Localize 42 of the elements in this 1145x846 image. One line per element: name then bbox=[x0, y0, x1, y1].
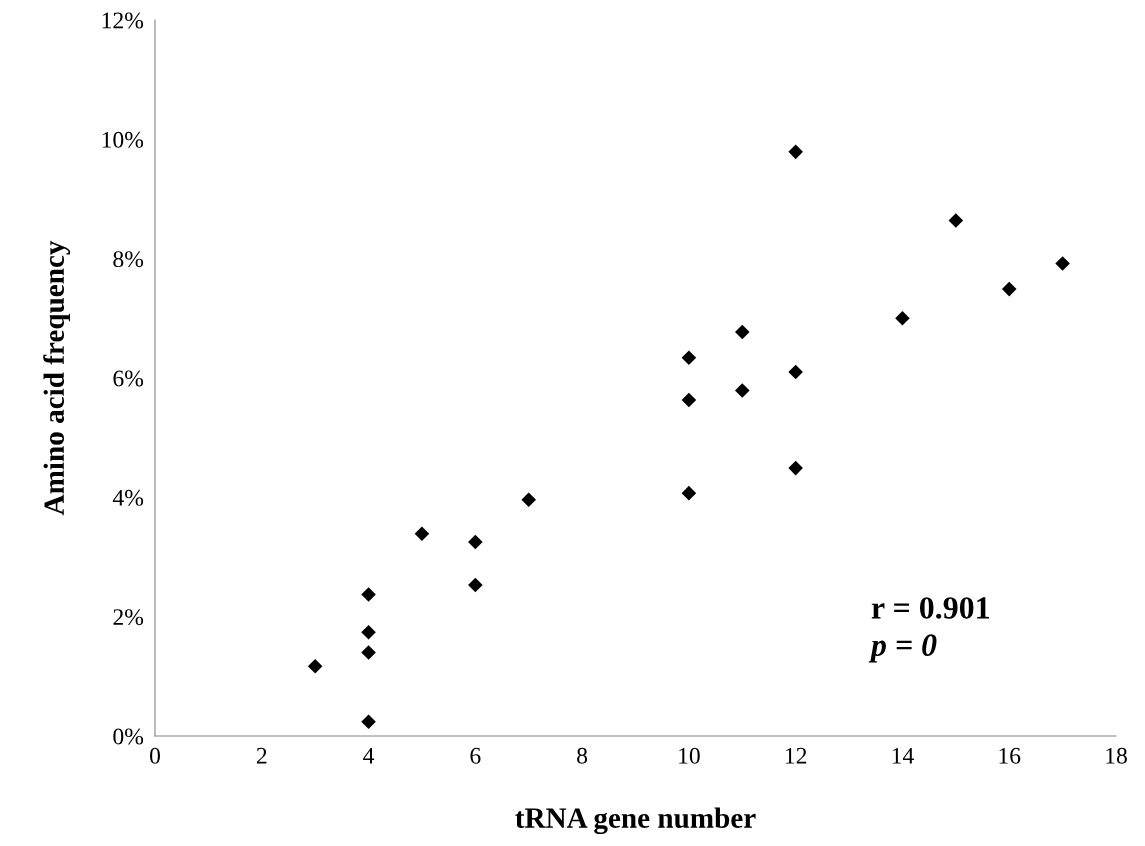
x-tick-label: 2 bbox=[256, 747, 267, 764]
point bbox=[468, 577, 483, 593]
y-tick-label: 2% bbox=[113, 609, 144, 626]
point bbox=[521, 492, 537, 507]
x-tick-label: 12 bbox=[785, 747, 807, 764]
point bbox=[361, 645, 376, 660]
point bbox=[468, 534, 483, 550]
y-tick-label: 8% bbox=[113, 251, 144, 268]
point bbox=[361, 624, 376, 640]
point bbox=[681, 485, 697, 501]
y-axis-title: Amino acid frequency bbox=[43, 240, 71, 516]
point bbox=[734, 324, 750, 340]
point bbox=[681, 350, 697, 365]
annotation: r = 0.901 bbox=[871, 597, 989, 619]
x-tick-label: 16 bbox=[999, 747, 1021, 764]
y-tick-label: 10% bbox=[102, 131, 144, 148]
x-tick-label: 10 bbox=[679, 747, 700, 764]
x-tick-label: 0 bbox=[150, 747, 160, 764]
x-axis-title: tRNA gene number bbox=[515, 807, 756, 835]
point bbox=[361, 714, 376, 729]
x-tick-label: 8 bbox=[577, 747, 588, 764]
x-tick-label: 18 bbox=[1106, 747, 1127, 764]
x-tick-label: 6 bbox=[470, 747, 481, 764]
point bbox=[788, 144, 803, 160]
point bbox=[307, 658, 323, 674]
point bbox=[361, 587, 376, 602]
y-tick-label: 0% bbox=[113, 728, 144, 745]
point bbox=[788, 364, 803, 380]
point bbox=[1001, 281, 1017, 297]
point bbox=[948, 213, 964, 228]
point bbox=[788, 460, 803, 476]
point bbox=[414, 526, 430, 542]
point bbox=[1055, 256, 1070, 271]
x-tick-label: 4 bbox=[363, 747, 375, 764]
annotation: p = 0 bbox=[868, 634, 937, 663]
x-tick-label: 14 bbox=[892, 747, 914, 764]
y-tick-label: 12% bbox=[102, 12, 144, 29]
point bbox=[895, 311, 910, 326]
y-tick-label: 6% bbox=[113, 370, 144, 387]
y-tick-label: 4% bbox=[112, 489, 144, 506]
point bbox=[681, 392, 697, 408]
point bbox=[734, 383, 750, 398]
